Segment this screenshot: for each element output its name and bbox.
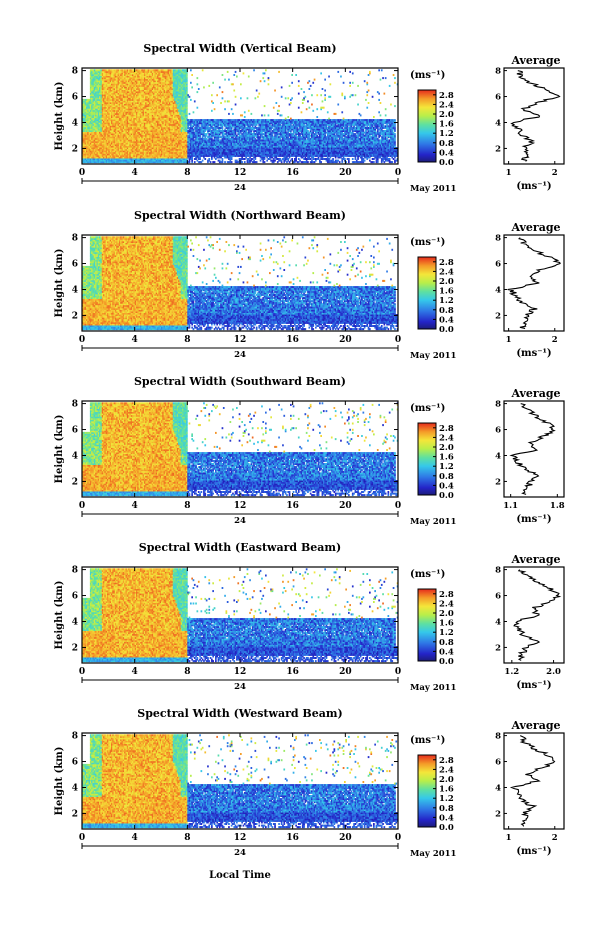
heatmap-cells bbox=[82, 69, 398, 163]
panel-1: Spectral Width (Vertical Beam)2468Height… bbox=[54, 42, 564, 194]
panel-title: Spectral Width (Vertical Beam) bbox=[143, 42, 336, 55]
figure: Spectral Width (Vertical Beam)2468Height… bbox=[0, 0, 612, 929]
